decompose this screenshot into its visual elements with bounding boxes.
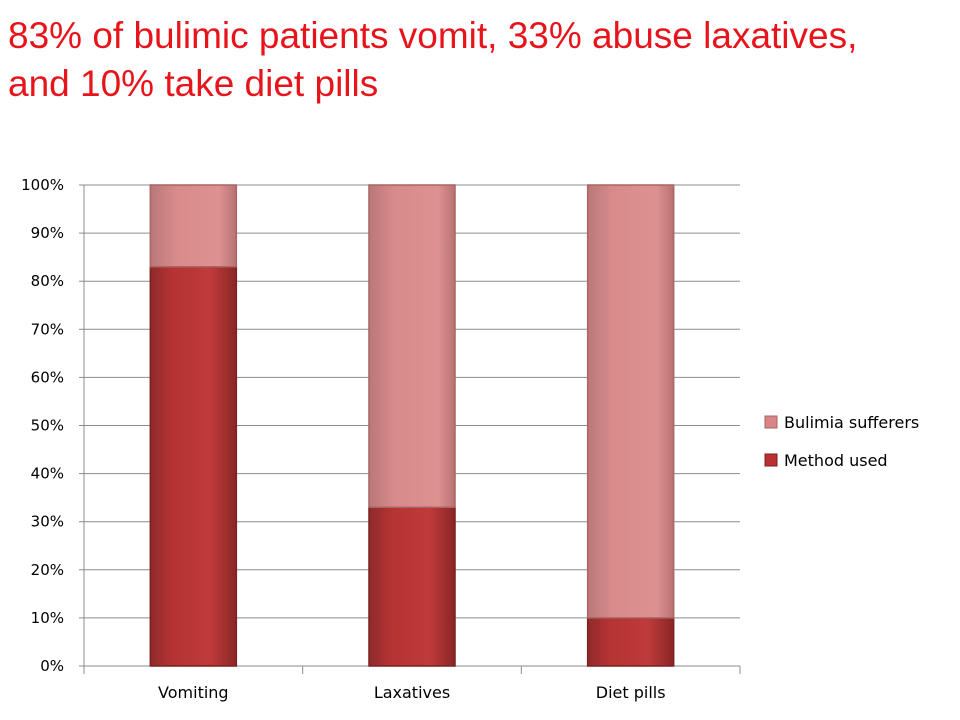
y-tick-label: 20% — [31, 561, 64, 579]
bars — [149, 184, 675, 667]
bar-bulimia-sufferers — [586, 184, 675, 619]
bar-method-used — [149, 266, 238, 667]
legend-swatch — [764, 415, 778, 429]
legend-label: Method used — [784, 451, 888, 470]
y-tick-label: 100% — [21, 176, 64, 194]
y-tick-label: 80% — [31, 272, 64, 290]
y-tick-label: 0% — [40, 657, 64, 675]
bar-bulimia-sufferers — [149, 184, 238, 268]
y-tick-label: 10% — [31, 609, 64, 627]
axis-labels: 0% 10% 20% 30% 40% 50% 60% 70% 80% 90% 100% Vomitin… — [21, 176, 665, 702]
y-tick-label: 50% — [31, 417, 64, 435]
y-tick-label: 40% — [31, 465, 64, 483]
legend: Bulimia sufferers Method used — [764, 413, 919, 470]
chart-title: 83% of bulimic patients vomit, 33% abuse… — [8, 15, 858, 104]
y-tick-label: 70% — [31, 320, 64, 338]
y-tick-label: 30% — [31, 513, 64, 531]
bar-bulimia-sufferers — [368, 184, 456, 509]
x-tick-label: Laxatives — [374, 683, 450, 702]
bar-method-used — [586, 617, 675, 667]
y-tick-label: 90% — [31, 224, 64, 242]
legend-label: Bulimia sufferers — [784, 413, 919, 432]
legend-swatch — [764, 453, 778, 467]
x-tick-label: Vomiting — [158, 683, 229, 702]
y-tick-label: 60% — [31, 368, 64, 386]
bar-method-used — [368, 506, 456, 667]
x-tick-label: Diet pills — [596, 683, 666, 702]
